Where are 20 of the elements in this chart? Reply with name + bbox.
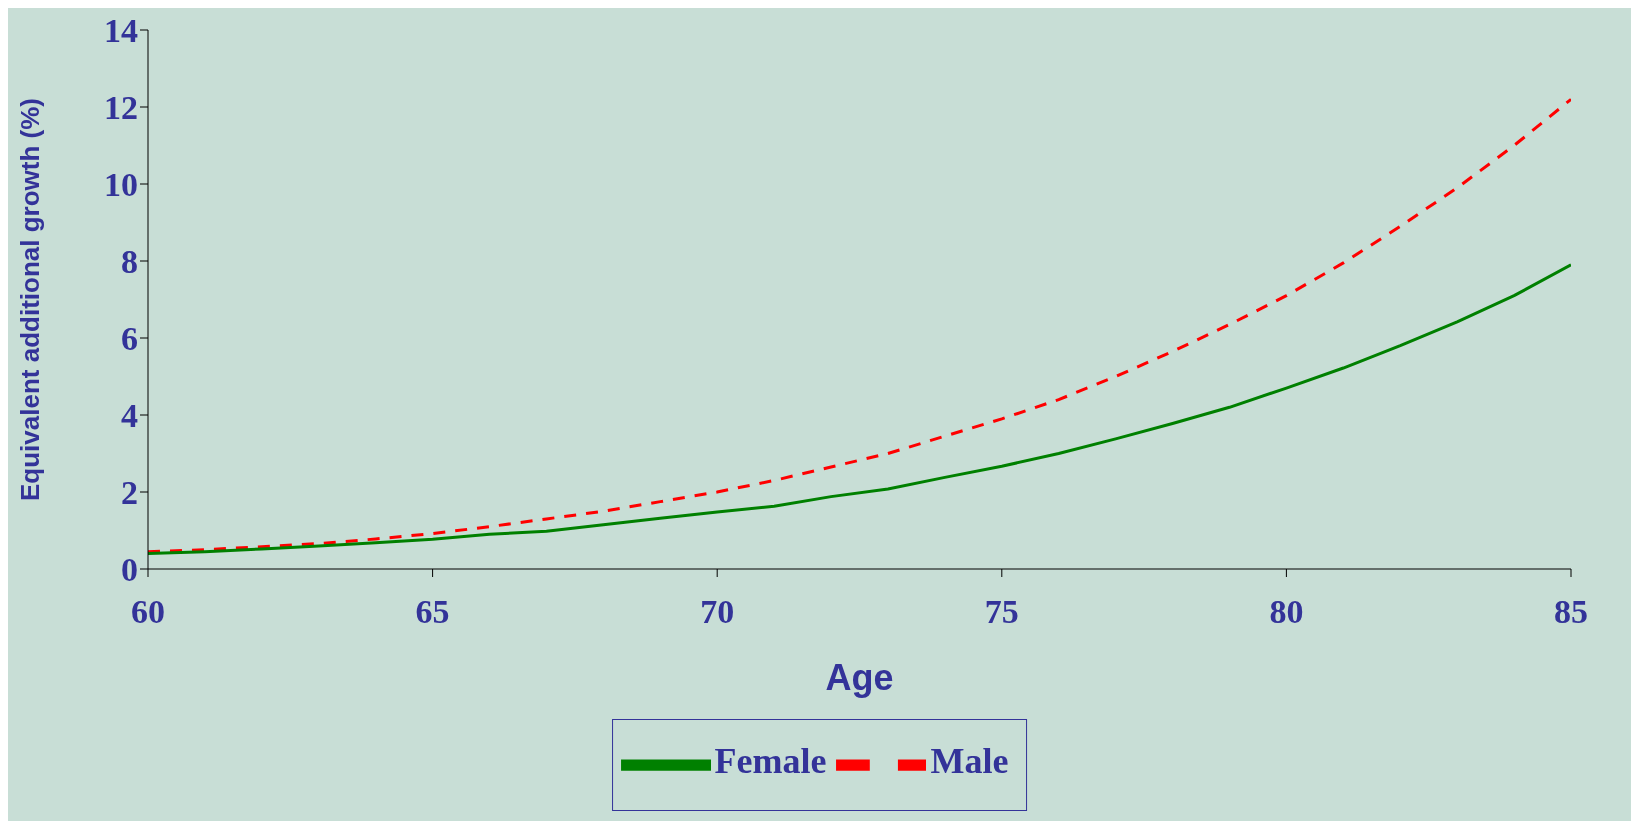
y-tick-label: 14 <box>104 12 138 50</box>
y-tick-label: 0 <box>121 551 138 589</box>
x-tick-label: 65 <box>415 593 450 631</box>
line-series <box>148 97 1571 554</box>
x-tick-label: 80 <box>1269 593 1304 631</box>
legend-label: Male <box>930 741 1009 782</box>
y-axis-title: Equivalent additional growth (%) <box>15 98 46 501</box>
line-series <box>148 263 1571 556</box>
x-axis-title: Age <box>825 656 894 698</box>
x-tick-label: 70 <box>700 593 735 631</box>
y-tick-label: 8 <box>121 243 138 281</box>
x-tick-label: 75 <box>984 593 1019 631</box>
y-tick-label: 6 <box>121 320 138 358</box>
y-tick-label: 10 <box>104 166 138 204</box>
y-tick-label: 4 <box>121 397 138 435</box>
y-tick-label: 12 <box>104 89 138 127</box>
y-tick-label: 2 <box>121 474 138 512</box>
x-tick-label: 85 <box>1554 593 1588 631</box>
legend-label: Female <box>714 741 827 782</box>
x-tick-label: 60 <box>131 593 165 631</box>
